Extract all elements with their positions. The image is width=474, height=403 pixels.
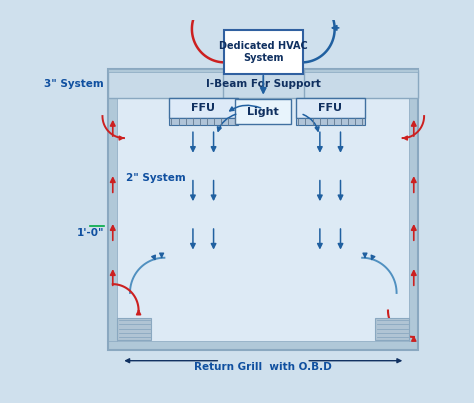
Bar (296, 118, 365, 125)
Text: Return Grill  with O.B.D: Return Grill with O.B.D (194, 361, 332, 372)
Bar (296, 98, 365, 118)
Text: 3" System: 3" System (45, 79, 104, 89)
Text: FFU: FFU (191, 103, 215, 113)
Bar (109, 69, 418, 350)
Bar (375, 318, 410, 340)
Text: 1'-0": 1'-0" (77, 228, 104, 238)
Text: Dedicated HVAC
System: Dedicated HVAC System (219, 41, 308, 62)
Text: I-Beam For Support: I-Beam For Support (206, 79, 321, 89)
Text: FFU: FFU (318, 103, 342, 113)
Bar (235, 100, 291, 124)
Text: 2" System: 2" System (126, 172, 185, 183)
Bar (117, 318, 152, 340)
Bar (117, 69, 410, 341)
FancyBboxPatch shape (224, 30, 303, 74)
Bar (109, 70, 418, 98)
Bar (410, 69, 418, 350)
Bar (109, 341, 418, 350)
Text: Light: Light (247, 107, 279, 117)
Bar (169, 118, 237, 125)
Bar (169, 98, 237, 118)
Bar (109, 69, 418, 72)
Bar (109, 69, 117, 350)
